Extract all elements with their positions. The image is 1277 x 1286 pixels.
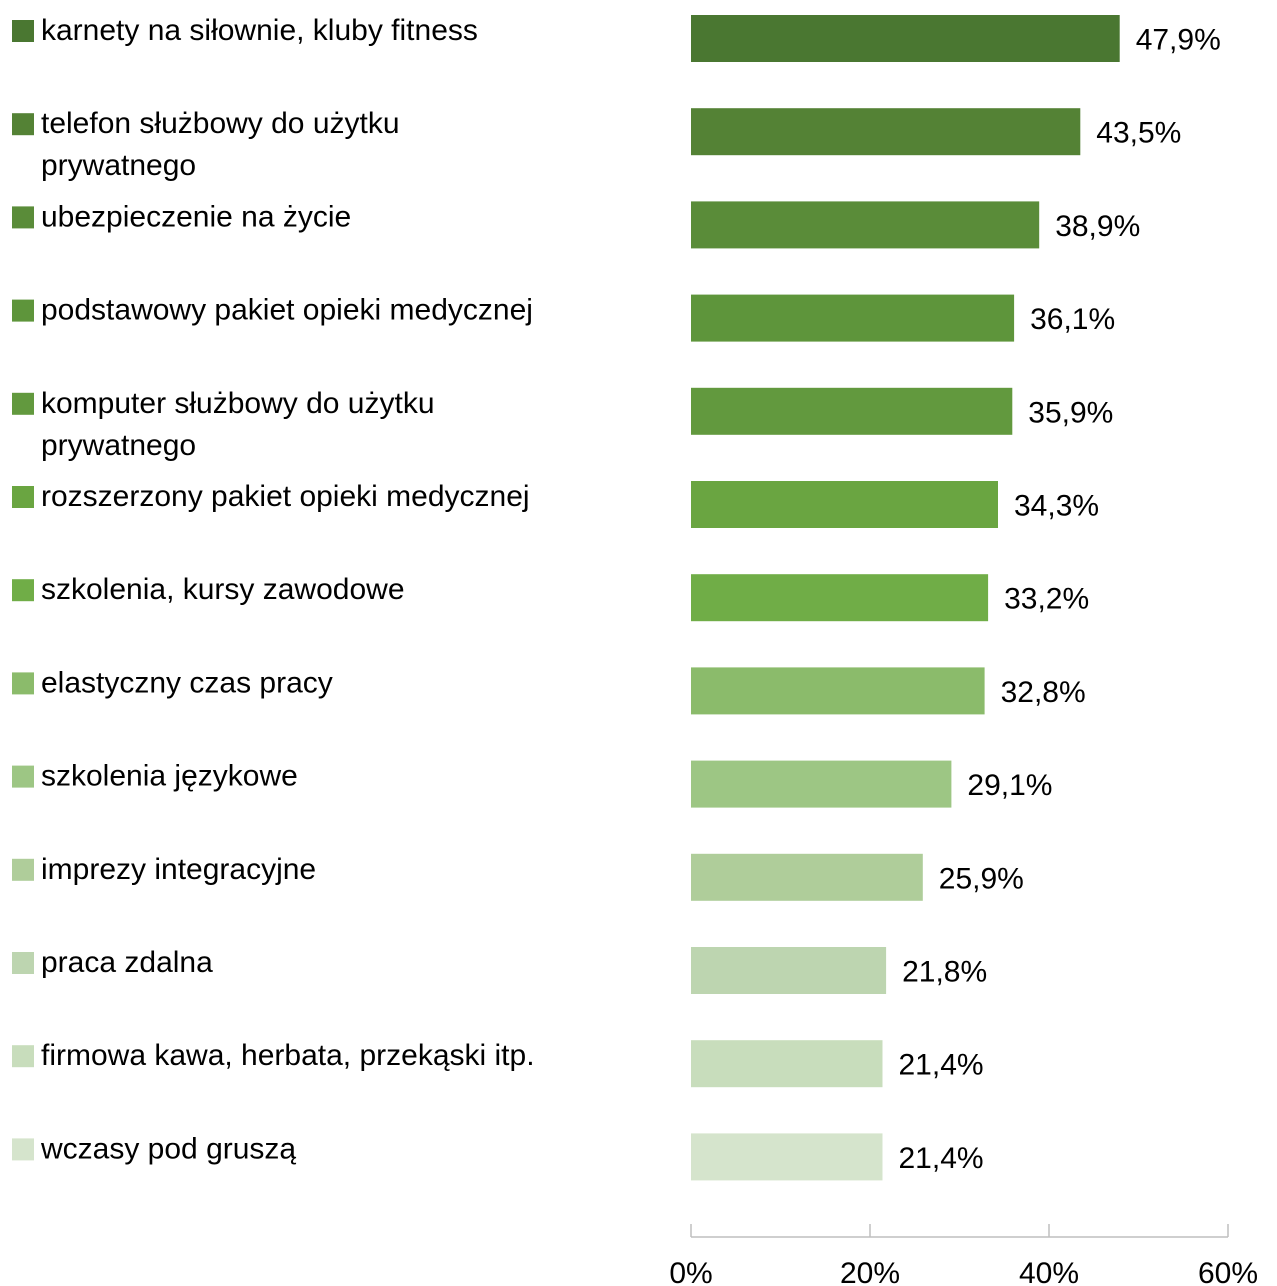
data-labels: 47,9% 43,5% 38,9% 36,1% 35,9% 34,3% 33,2% 32,8%… <box>899 24 1221 1175</box>
bar <box>691 853 923 901</box>
x-tick-label: 60% <box>1198 1257 1258 1286</box>
data-label: 47,9% <box>1136 24 1221 57</box>
bar <box>691 947 887 994</box>
bar <box>691 574 989 622</box>
bar <box>691 387 1013 435</box>
legend-label: elastyczny czas pracy <box>41 666 333 699</box>
data-label: 21,4% <box>899 1142 984 1175</box>
bar <box>691 201 1040 249</box>
bar <box>691 667 985 715</box>
data-label: 35,9% <box>1028 396 1113 429</box>
bar <box>691 1133 883 1181</box>
x-tick-label: 20% <box>840 1257 900 1286</box>
legend-label: praca zdalna <box>41 946 213 979</box>
data-label: 43,5% <box>1096 117 1181 150</box>
legend-marker <box>12 765 34 788</box>
legend-label: podstawowy pakiet opieki medycznej <box>41 294 533 327</box>
legend-marker <box>12 858 34 881</box>
x-axis: 0% 20% 40% 60% <box>669 1224 1258 1286</box>
bar <box>691 1040 883 1088</box>
legend-label: szkolenia, kursy zawodowe <box>41 573 405 606</box>
x-tick-label: 40% <box>1019 1257 1079 1286</box>
bar <box>691 481 998 528</box>
legend-marker <box>12 113 34 136</box>
x-tick-label: 0% <box>669 1257 712 1286</box>
bar <box>691 760 952 808</box>
bar <box>691 15 1120 62</box>
legend-marker <box>12 579 34 602</box>
legend-marker <box>12 952 34 974</box>
bar <box>691 108 1081 156</box>
legend-marker <box>12 486 34 508</box>
data-label: 34,3% <box>1014 490 1099 523</box>
data-label: 32,8% <box>1001 676 1086 709</box>
legend-marker <box>12 672 34 695</box>
legend-marker <box>12 206 34 229</box>
legend-label: telefon służbowy do użytku prywatnego <box>41 107 400 182</box>
data-label: 21,8% <box>902 956 987 989</box>
legend-marker <box>12 1045 34 1068</box>
legend-label: rozszerzony pakiet opieki medycznej <box>41 480 530 513</box>
data-label: 33,2% <box>1004 583 1089 616</box>
legend-label: karnety na siłownie, kluby fitness <box>41 14 478 47</box>
data-label: 21,4% <box>899 1049 984 1082</box>
legend-label: wczasy pod gruszą <box>40 1132 296 1165</box>
legend-label: komputer służbowy do użytku prywatnego <box>41 387 435 462</box>
data-label: 25,9% <box>939 862 1024 895</box>
legend-marker <box>12 1138 34 1161</box>
legend-marker <box>12 392 34 415</box>
legend-label: ubezpieczenie na życie <box>41 200 351 233</box>
legend-marker <box>12 20 34 42</box>
bar <box>691 294 1015 342</box>
legend-label: szkolenia językowe <box>41 760 298 793</box>
data-label: 29,1% <box>967 769 1052 802</box>
data-label: 36,1% <box>1030 303 1115 336</box>
legend-marker <box>12 299 34 322</box>
bars <box>691 15 1120 1181</box>
data-label: 38,9% <box>1055 210 1140 243</box>
legend: karnety na siłownie, kluby fitness telefo… <box>12 14 535 1165</box>
legend-label: firmowa kawa, herbata, przekąski itp. <box>41 1039 535 1072</box>
legend-label: imprezy integracyjne <box>41 853 316 886</box>
